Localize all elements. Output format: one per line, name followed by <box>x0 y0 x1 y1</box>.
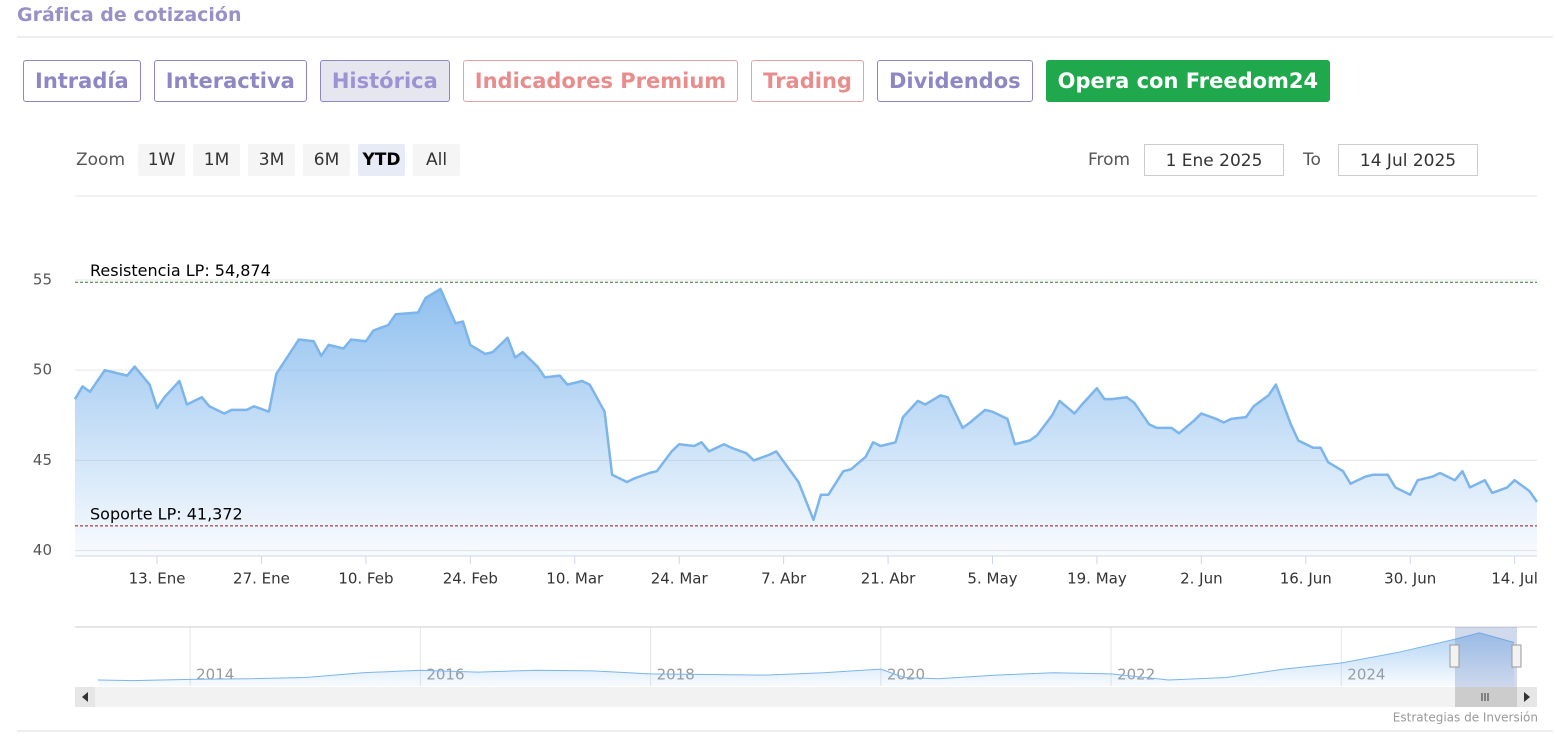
navigator-handle[interactable] <box>1511 644 1522 668</box>
plot-area: 40 45 50 55 13. Ene 27. Ene 10. Feb 24. Feb 10. … <box>33 261 1539 686</box>
tab[interactable]: Dividendos <box>876 60 1033 102</box>
y-tick-label: 45 <box>33 451 52 469</box>
area-line <box>97 632 1515 682</box>
tab-bar: Intradía Interactiva Histórica Indicador… <box>23 60 1331 102</box>
x-tick-label: 7. Abr <box>761 570 807 588</box>
scrollbar-grip <box>1481 693 1489 701</box>
x-tick-label: 13. Ene <box>129 570 186 588</box>
arrow-right <box>1524 692 1530 702</box>
tab[interactable]: Interactiva <box>153 60 307 102</box>
plot-line-label: Resistencia LP: 54,874 <box>90 261 271 280</box>
x-tick-label: 21. Abr <box>861 570 916 588</box>
x-tick-label: 10. Mar <box>546 570 604 588</box>
tab[interactable]: Histórica <box>319 60 450 102</box>
y-tick-label: 55 <box>33 270 52 288</box>
credit: Estrategias de Inversión <box>1393 711 1538 725</box>
from-input[interactable]: 1 Ene 2025 <box>1144 144 1284 176</box>
x-tick-label: 24. Feb <box>443 570 498 588</box>
to-label: To <box>1303 150 1321 170</box>
navigator-mask[interactable] <box>1455 627 1517 687</box>
y-tick-label: 50 <box>33 361 52 379</box>
tab[interactable]: Trading <box>751 60 864 102</box>
area-line <box>73 287 1539 522</box>
zoom-button[interactable]: 3M <box>248 144 296 176</box>
arrow-left <box>82 692 88 702</box>
navigator-handle[interactable] <box>1449 644 1460 668</box>
tab[interactable]: Indicadores Premium <box>462 60 739 102</box>
x-tick-label: 16. Jun <box>1280 570 1332 588</box>
x-tick-label: 5. May <box>967 570 1017 588</box>
zoom-button[interactable]: YTD <box>358 144 406 176</box>
x-tick-label: 30. Jun <box>1384 570 1436 588</box>
navigator-controls <box>75 626 1537 707</box>
zoom-bar: Zoom 1W 1M 3M 6M YTD All <box>76 144 461 176</box>
tab[interactable]: Intradía <box>23 60 141 102</box>
zoom-button[interactable]: 6M <box>303 144 351 176</box>
y-tick-label: 40 <box>33 541 52 559</box>
cta-button[interactable]: Opera con Freedom24 <box>1045 60 1331 102</box>
scrollbar-thumb[interactable] <box>1455 687 1517 707</box>
from-label: From <box>1088 150 1131 170</box>
x-tick-label: 2. Jun <box>1180 570 1223 588</box>
area-fill <box>75 289 1537 556</box>
page-title: Gráfica de cotización <box>17 4 242 26</box>
to-input[interactable]: 14 Jul 2025 <box>1338 144 1478 176</box>
zoom-button[interactable]: 1W <box>138 144 186 176</box>
x-tick-label: 14. Jul <box>1491 570 1538 588</box>
area-fill <box>98 632 1514 686</box>
x-tick-label: 19. May <box>1067 570 1127 588</box>
x-tick-label: 27. Ene <box>233 570 290 588</box>
x-tick-label: 10. Feb <box>338 570 393 588</box>
plot-line-label: Soporte LP: 41,372 <box>90 504 243 523</box>
zoom-button[interactable]: 1M <box>193 144 241 176</box>
zoom-label: Zoom <box>76 150 126 170</box>
x-tick-label: 24. Mar <box>651 570 709 588</box>
zoom-button[interactable]: All <box>413 144 461 176</box>
scrollbar-track[interactable] <box>75 687 1537 707</box>
